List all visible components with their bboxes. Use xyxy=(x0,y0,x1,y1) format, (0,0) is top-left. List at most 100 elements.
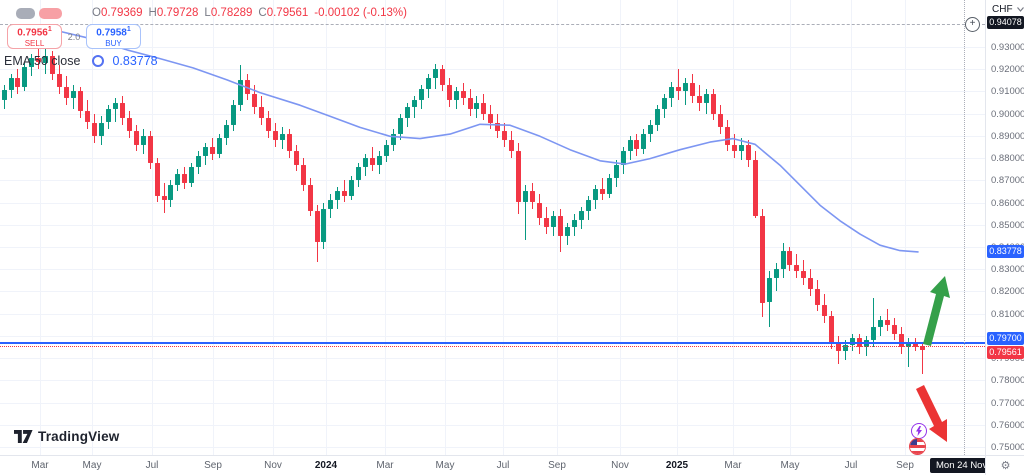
grid-line-horizontal xyxy=(0,180,985,182)
currency-selector[interactable]: CHF xyxy=(992,4,1024,15)
candle-body xyxy=(384,144,389,156)
candle-body xyxy=(91,122,97,136)
price-tick-label: 0.77000 xyxy=(991,397,1024,409)
chart-plot-area[interactable]: TradingView + xyxy=(0,0,985,455)
close-label: C xyxy=(258,7,267,19)
candle-body xyxy=(752,160,758,216)
candle-body xyxy=(801,271,807,279)
candle-body xyxy=(168,184,174,201)
candle-body xyxy=(272,131,278,141)
add-alert-plus-icon[interactable]: + xyxy=(965,17,980,32)
candle-body xyxy=(57,73,63,87)
candle-body xyxy=(474,102,480,110)
buy-button[interactable]: 0.79581 BUY xyxy=(86,24,141,49)
candle-body xyxy=(314,211,320,243)
change-value: -0.00102 (-0.13%) xyxy=(314,7,407,19)
collapsed-symbol-pill-icon[interactable] xyxy=(16,7,35,19)
candle-body xyxy=(238,80,243,105)
grid-line-vertical xyxy=(905,0,906,455)
time-axis[interactable]: Mar May Jul Sep Nov 2024 Mar May Jul Sep Nov 2025 Ma… xyxy=(0,455,1009,475)
candle-wick xyxy=(872,298,874,347)
price-tick-label: 0.92000 xyxy=(991,64,1024,76)
candle-body xyxy=(537,202,542,219)
price-tick-label: 0.91000 xyxy=(991,86,1024,98)
candle-body xyxy=(244,80,250,94)
indicator-value: 0.83778 xyxy=(112,54,158,68)
indicator-name: EMA 50 close xyxy=(4,54,81,68)
candle-body xyxy=(704,93,709,103)
candle-body xyxy=(425,78,431,90)
candle-wick xyxy=(886,309,888,332)
candle-body xyxy=(50,55,56,74)
grid-line-vertical xyxy=(326,0,327,455)
candle-body xyxy=(592,189,598,201)
gear-icon[interactable]: ⚙ xyxy=(1000,460,1011,472)
sell-button[interactable]: 0.79561 SELL xyxy=(7,24,62,49)
price-tick-label: 0.85000 xyxy=(991,219,1024,231)
event-lightning-icon[interactable] xyxy=(911,423,927,439)
grid-line-vertical xyxy=(152,0,153,455)
candle-body xyxy=(64,87,70,99)
grid-line-vertical xyxy=(445,0,446,455)
currency-pair-flags-icon[interactable] xyxy=(909,438,926,455)
lightning-bolt-glyph xyxy=(916,426,922,436)
candle-body xyxy=(29,58,35,67)
candle-body xyxy=(870,327,876,341)
candle-body xyxy=(224,124,230,139)
candle-body xyxy=(112,102,118,110)
candle-body xyxy=(293,151,299,165)
candle-body xyxy=(196,155,202,167)
candle-body xyxy=(154,162,160,196)
candle-body xyxy=(439,69,445,85)
line-price-badge: 0.79700 xyxy=(987,331,1024,345)
grid-line-horizontal xyxy=(0,247,985,248)
time-axis-label: Mar xyxy=(31,460,49,471)
candle-body xyxy=(655,109,661,125)
candle-body xyxy=(15,78,21,87)
candle-body xyxy=(648,124,654,134)
candle-body xyxy=(189,167,195,183)
grid-line-vertical xyxy=(733,0,734,455)
candle-body xyxy=(843,344,849,352)
candle-body xyxy=(258,107,264,119)
grid-line-vertical xyxy=(790,0,791,455)
tradingview-watermark: TradingView xyxy=(14,429,119,444)
candle-body xyxy=(397,118,403,134)
grid-line-vertical xyxy=(213,0,214,455)
indicator-legend-row[interactable]: EMA 50 close 0.83778 xyxy=(4,54,407,68)
candle-body xyxy=(912,342,918,347)
time-axis-label: Jul xyxy=(844,460,858,471)
candle-wick xyxy=(907,338,909,367)
grid-line-vertical xyxy=(851,0,852,455)
candle-body xyxy=(898,333,904,347)
horizontal-price-line[interactable] xyxy=(0,341,985,344)
candle-body xyxy=(286,133,292,152)
candle-body xyxy=(328,200,334,210)
candle-body xyxy=(808,278,814,290)
collapsed-series-pill-icon[interactable] xyxy=(39,7,62,19)
candle-body xyxy=(891,324,897,334)
candle-body xyxy=(759,215,765,303)
last-price-badge: 0.79561 xyxy=(987,346,1024,360)
grid-line-horizontal xyxy=(0,224,985,226)
price-axis[interactable]: CHF 0.93000 0.92000 0.91000 0.90000 0.89000 0… xyxy=(985,0,1024,455)
candle-body xyxy=(140,135,146,145)
candle-body xyxy=(773,269,779,279)
price-tick-label: 0.82000 xyxy=(991,286,1024,298)
candle-body xyxy=(404,107,410,119)
candle-body xyxy=(105,109,111,123)
candle-body xyxy=(794,264,800,272)
grid-line-horizontal xyxy=(0,269,985,271)
grid-line-vertical xyxy=(385,0,386,455)
price-tick-label: 0.86000 xyxy=(991,197,1024,209)
trade-buttons-row: 0.79561 SELL 2.0 0.79581 BUY xyxy=(4,24,407,49)
buy-price: 0.79581 xyxy=(96,25,131,39)
candle-body xyxy=(495,122,501,132)
sell-price: 0.79561 xyxy=(17,25,52,39)
candle-body xyxy=(669,87,675,99)
candle-body xyxy=(745,144,751,161)
candle-body xyxy=(203,147,209,156)
candle-body xyxy=(877,320,883,327)
candle-body xyxy=(432,69,438,79)
